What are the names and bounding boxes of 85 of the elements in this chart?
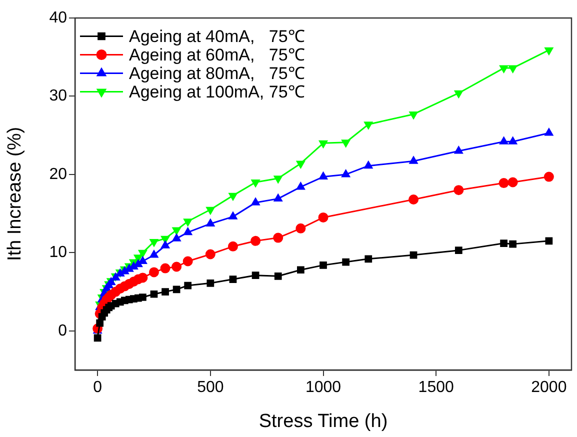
- point: [162, 288, 169, 296]
- point: [274, 176, 283, 184]
- point: [182, 256, 193, 266]
- point: [139, 294, 146, 301]
- point: [274, 194, 283, 202]
- x-tick-label: 0: [93, 379, 102, 396]
- point: [318, 172, 328, 180]
- point: [544, 172, 554, 182]
- point: [544, 47, 554, 56]
- y-tick-label: 40: [49, 9, 68, 26]
- point: [508, 65, 518, 74]
- point: [408, 194, 419, 204]
- legend-label: Ageing at 80mA, 75℃: [129, 64, 305, 83]
- point: [364, 255, 372, 263]
- point: [409, 156, 418, 164]
- point: [252, 272, 260, 280]
- point: [138, 250, 148, 258]
- point: [296, 223, 306, 234]
- point: [508, 136, 518, 144]
- point: [498, 178, 509, 188]
- point: [341, 140, 350, 148]
- point: [228, 212, 238, 220]
- point: [341, 169, 350, 178]
- point: [454, 185, 464, 196]
- point: [172, 286, 180, 294]
- point: [184, 282, 192, 290]
- point: [454, 146, 464, 154]
- point: [183, 218, 192, 226]
- legend-label: Ageing at 40mA, 75℃: [129, 26, 305, 46]
- y-tick-label: 20: [49, 166, 68, 183]
- point: [160, 240, 170, 248]
- legend-label: Ageing at 100mA, 75℃: [129, 82, 305, 102]
- x-axis-title: Stress Time (h): [258, 410, 388, 432]
- x-tick-label: 1500: [418, 379, 454, 396]
- point: [499, 65, 508, 74]
- point: [172, 227, 181, 235]
- point: [364, 122, 373, 130]
- y-axis-title: Ith Increase (%): [4, 126, 26, 262]
- point: [342, 258, 350, 266]
- point: [508, 177, 518, 188]
- point: [296, 182, 306, 190]
- point: [273, 232, 284, 243]
- point: [206, 279, 214, 287]
- point: [150, 238, 158, 247]
- point: [150, 250, 158, 258]
- point: [206, 218, 215, 226]
- point: [205, 249, 216, 260]
- point: [228, 192, 238, 201]
- point: [544, 128, 554, 136]
- point: [172, 262, 182, 272]
- point: [228, 241, 238, 252]
- y-tick-label: 10: [49, 244, 68, 262]
- point: [500, 240, 508, 247]
- point: [545, 237, 553, 245]
- point: [172, 234, 181, 242]
- x-tick-label: 2000: [531, 379, 567, 396]
- point: [150, 290, 158, 298]
- point: [454, 90, 464, 98]
- point: [138, 272, 148, 283]
- point: [160, 263, 170, 274]
- point: [148, 267, 159, 278]
- point: [206, 206, 215, 215]
- point: [183, 227, 192, 236]
- point: [410, 251, 418, 259]
- point: [296, 160, 306, 168]
- x-tick-label: 500: [197, 379, 224, 396]
- point: [297, 266, 304, 274]
- y-tick-label: 30: [49, 88, 68, 105]
- point: [229, 276, 237, 283]
- point: [251, 180, 260, 188]
- point: [320, 262, 327, 269]
- y-tick-label: 0: [58, 322, 68, 340]
- point: [250, 236, 261, 246]
- point: [509, 240, 517, 248]
- point: [318, 212, 328, 222]
- x-tick-label: 1000: [305, 379, 342, 396]
- point: [318, 140, 328, 148]
- point: [94, 334, 102, 342]
- point: [251, 198, 260, 206]
- point: [454, 246, 462, 254]
- point: [499, 136, 508, 144]
- point: [364, 160, 373, 169]
- point: [274, 272, 282, 280]
- legend-label: Ageing at 60mA, 75℃: [129, 45, 305, 64]
- point: [409, 111, 418, 120]
